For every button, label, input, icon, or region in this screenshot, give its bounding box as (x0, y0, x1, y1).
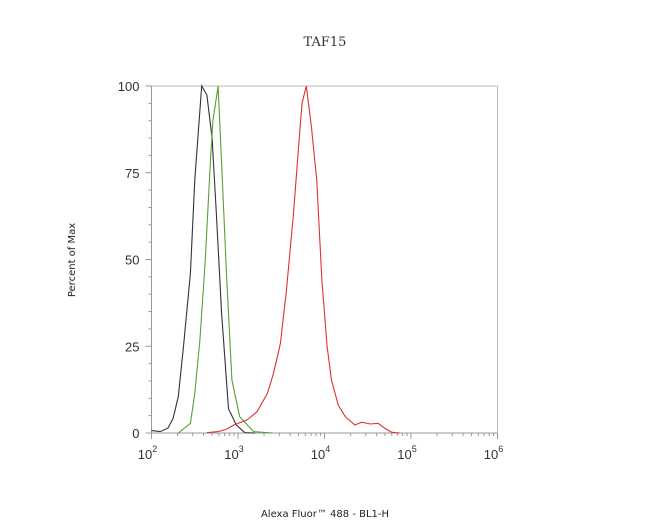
plot-frame (151, 85, 498, 434)
tick-base: 10 (224, 447, 238, 462)
y-tick-label: 25 (125, 339, 139, 354)
y-tick-label: 75 (125, 166, 139, 181)
tick-exponent: 2 (152, 444, 157, 454)
y-axis-label: Percent of Max (67, 223, 78, 297)
tick-base: 10 (311, 447, 325, 462)
histogram-series-1 (177, 85, 273, 434)
x-tick-label: 106 (484, 444, 503, 462)
y-tick-label: 100 (118, 79, 140, 94)
x-tick-label: 102 (138, 444, 157, 462)
tick-base: 10 (397, 447, 411, 462)
histogram-series-2 (206, 85, 400, 434)
tick-exponent: 3 (239, 444, 244, 454)
x-tick-label: 104 (311, 444, 330, 462)
tick-base: 10 (138, 447, 152, 462)
y-tick-label: 0 (132, 426, 139, 441)
x-axis-label: Alexa Fluor™ 488 - BL1-H (261, 509, 389, 520)
y-tick-label: 50 (125, 253, 139, 268)
tick-base: 10 (484, 447, 498, 462)
chart-title: TAF15 (304, 35, 347, 50)
tick-exponent: 6 (498, 444, 503, 454)
tick-exponent: 5 (412, 444, 417, 454)
tick-exponent: 4 (325, 444, 330, 454)
x-tick-label: 103 (224, 444, 243, 462)
x-tick-label: 105 (397, 444, 416, 462)
histogram-series-0 (151, 84, 256, 434)
